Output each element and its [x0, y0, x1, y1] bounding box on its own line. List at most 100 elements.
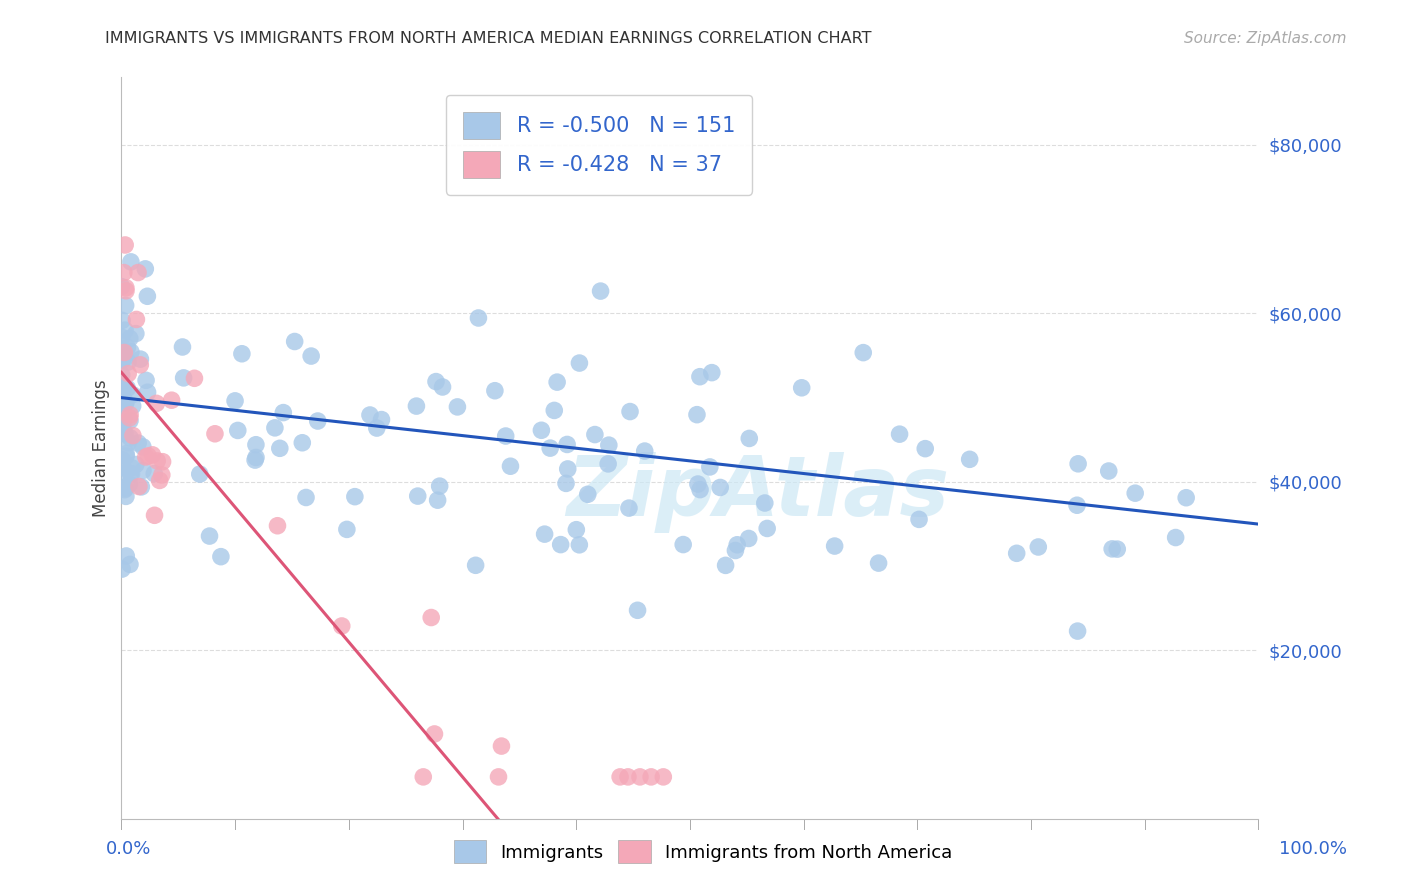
Point — [495, 429, 517, 443]
Point — [117, 367, 139, 381]
Point — [1098, 464, 1121, 478]
Point — [589, 284, 612, 298]
Point — [640, 770, 662, 784]
Point — [959, 452, 981, 467]
Point — [598, 438, 620, 452]
Point — [245, 450, 267, 465]
Point — [714, 558, 737, 573]
Point — [204, 426, 226, 441]
Point — [114, 396, 136, 410]
Point — [628, 770, 651, 784]
Point — [112, 381, 135, 395]
Point — [143, 508, 166, 523]
Point — [112, 426, 135, 441]
Point — [1066, 624, 1088, 639]
Point — [626, 603, 648, 617]
Point — [115, 281, 138, 295]
Point — [1175, 491, 1198, 505]
Point — [117, 341, 139, 355]
Point — [446, 400, 468, 414]
Point — [111, 368, 134, 382]
Point — [127, 436, 149, 450]
Point — [617, 770, 640, 784]
Text: IMMIGRANTS VS IMMIGRANTS FROM NORTH AMERICA MEDIAN EARNINGS CORRELATION CHART: IMMIGRANTS VS IMMIGRANTS FROM NORTH AMER… — [105, 31, 872, 46]
Point — [555, 476, 578, 491]
Point — [550, 538, 572, 552]
Point — [699, 459, 721, 474]
Point — [114, 483, 136, 497]
Point — [652, 770, 675, 784]
Point — [118, 558, 141, 572]
Point — [1005, 546, 1028, 560]
Point — [120, 255, 142, 269]
Point — [125, 312, 148, 326]
Point — [114, 351, 136, 366]
Point — [128, 479, 150, 493]
Point — [132, 440, 155, 454]
Point — [121, 467, 143, 481]
Point — [112, 379, 135, 393]
Point — [224, 393, 246, 408]
Point — [136, 289, 159, 303]
Point — [112, 347, 135, 361]
Point — [868, 556, 890, 570]
Point — [110, 279, 132, 293]
Point — [543, 403, 565, 417]
Point — [583, 427, 606, 442]
Point — [117, 435, 139, 450]
Point — [125, 458, 148, 472]
Point — [709, 480, 731, 494]
Point — [120, 431, 142, 445]
Point — [488, 770, 510, 784]
Point — [336, 522, 359, 536]
Point — [129, 352, 152, 367]
Point — [533, 527, 555, 541]
Point — [499, 459, 522, 474]
Point — [370, 412, 392, 426]
Point — [555, 437, 578, 451]
Point — [111, 452, 134, 467]
Point — [150, 467, 173, 482]
Point — [115, 549, 138, 563]
Point — [136, 449, 159, 463]
Point — [568, 356, 591, 370]
Point — [1123, 486, 1146, 500]
Point — [686, 408, 709, 422]
Point — [568, 538, 591, 552]
Point — [432, 380, 454, 394]
Point — [700, 366, 723, 380]
Point — [689, 369, 711, 384]
Text: 0.0%: 0.0% — [105, 840, 150, 858]
Point — [299, 349, 322, 363]
Point — [425, 375, 447, 389]
Point — [136, 385, 159, 400]
Point — [530, 423, 553, 437]
Point — [405, 399, 427, 413]
Point — [118, 477, 141, 491]
Point — [114, 426, 136, 441]
Point — [366, 421, 388, 435]
Point — [111, 425, 134, 440]
Point — [245, 438, 267, 452]
Point — [908, 512, 931, 526]
Point — [183, 371, 205, 385]
Point — [111, 425, 134, 439]
Point — [115, 489, 138, 503]
Point — [129, 358, 152, 372]
Point — [689, 483, 711, 497]
Point — [112, 345, 135, 359]
Point — [576, 487, 599, 501]
Point — [1107, 542, 1129, 557]
Point — [429, 479, 451, 493]
Point — [295, 491, 318, 505]
Point — [1164, 531, 1187, 545]
Point — [120, 460, 142, 475]
Point — [226, 424, 249, 438]
Point — [114, 481, 136, 495]
Point — [406, 489, 429, 503]
Point — [1067, 457, 1090, 471]
Point — [114, 323, 136, 337]
Point — [134, 261, 156, 276]
Point — [484, 384, 506, 398]
Point — [426, 493, 449, 508]
